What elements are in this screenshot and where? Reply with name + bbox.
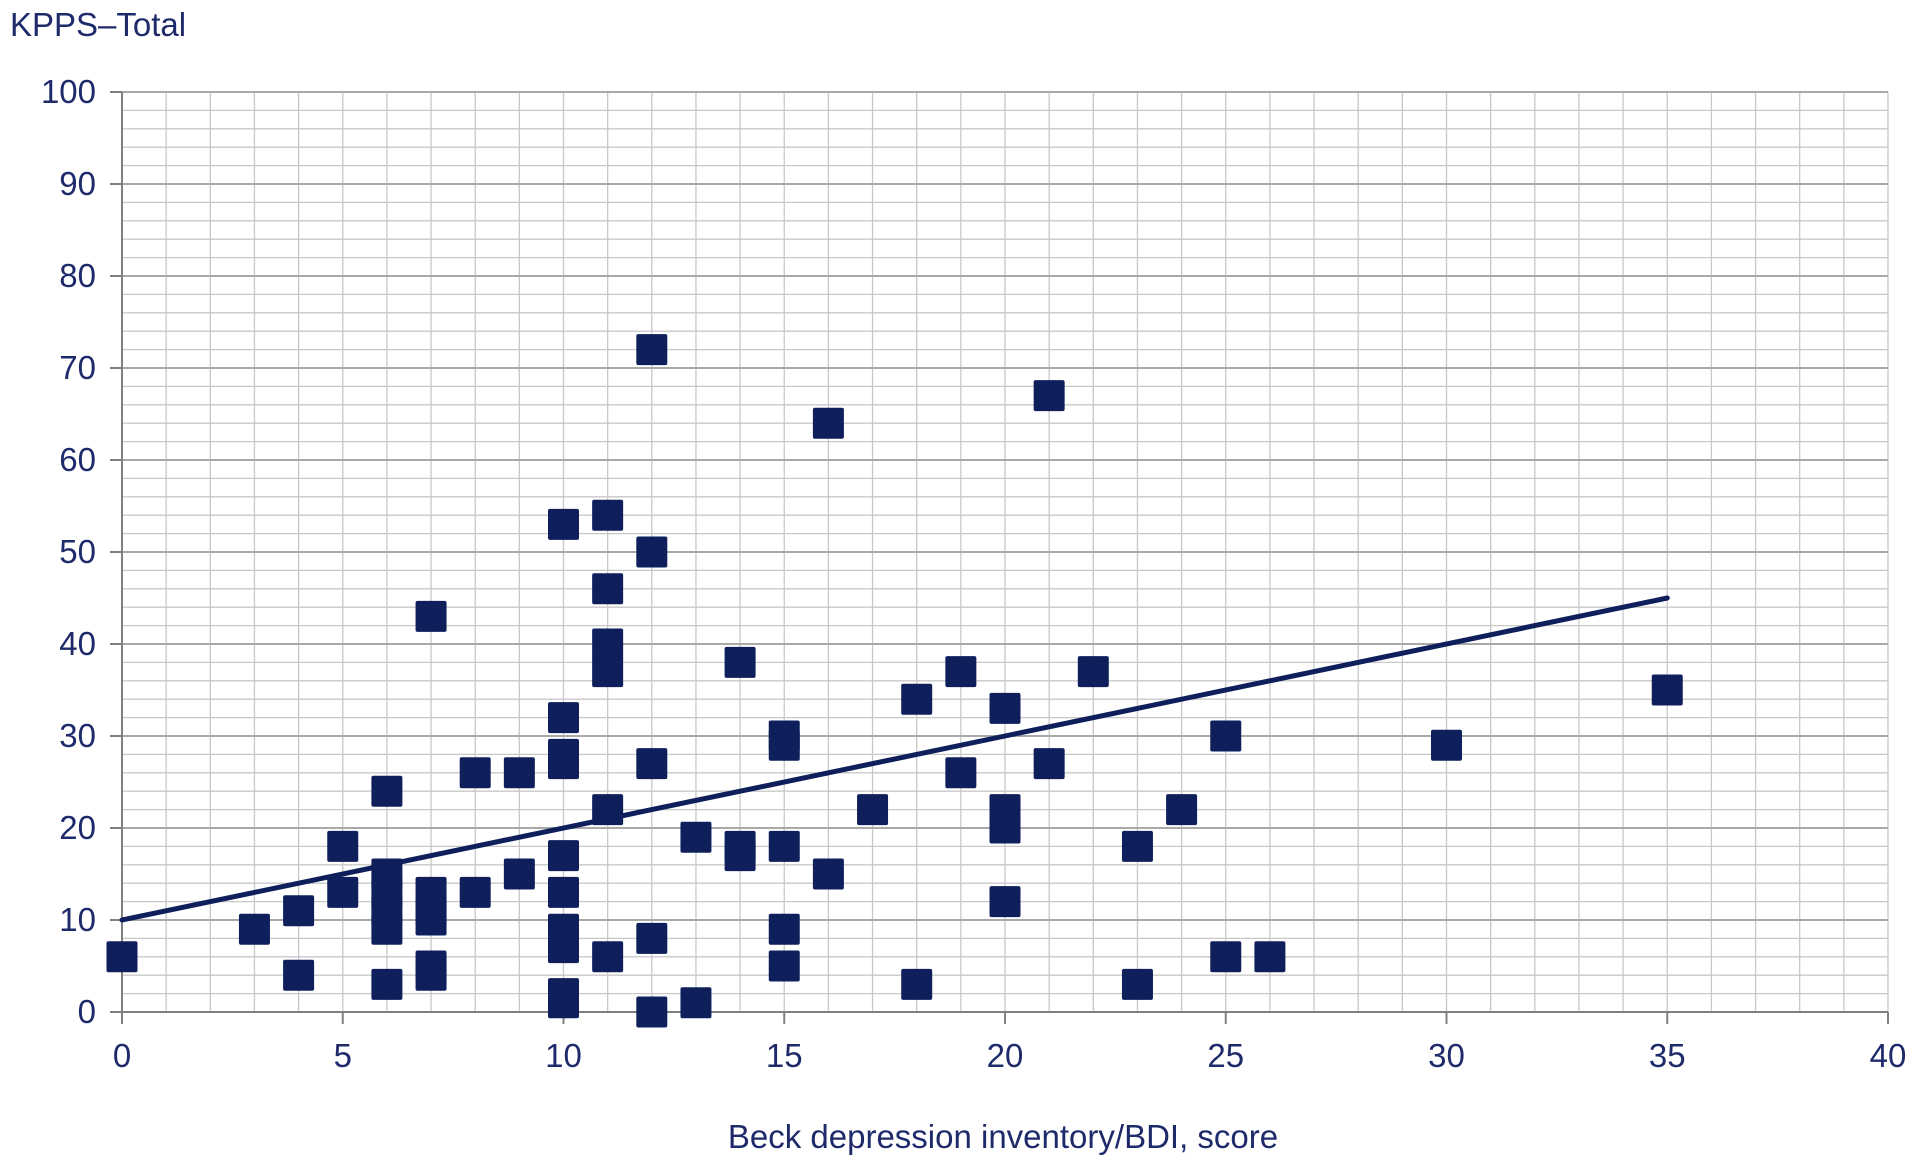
data-point [1033, 380, 1065, 412]
data-point [548, 702, 579, 734]
data-point [592, 499, 624, 531]
data-point [283, 895, 315, 927]
y-tick-label: 10 [59, 901, 96, 938]
x-axis-title: Beck depression inventory/BDI, score [728, 1118, 1278, 1155]
axes [110, 91, 1889, 1024]
data-point [415, 959, 447, 991]
data-point [238, 913, 270, 945]
data-point [768, 729, 800, 761]
data-point [1121, 968, 1153, 1000]
data-point [724, 646, 756, 678]
data-point [1431, 729, 1462, 761]
trendline [119, 595, 1670, 923]
data-point [327, 876, 359, 908]
trendline-group [119, 595, 1670, 923]
y-tick-label: 90 [59, 165, 96, 202]
data-point [503, 757, 535, 789]
y-tick-label: 0 [78, 993, 96, 1030]
data-point [1033, 748, 1065, 780]
data-point [283, 959, 315, 991]
y-tick-label: 20 [59, 809, 96, 846]
data-point [636, 922, 668, 954]
data-point [548, 508, 579, 540]
data-point [1254, 941, 1286, 973]
data-point [768, 950, 800, 982]
data-point [371, 775, 403, 807]
y-tick-label: 50 [59, 533, 96, 570]
data-point [945, 656, 977, 688]
data-point [548, 932, 579, 964]
data-point [415, 904, 447, 936]
y-tick-label: 40 [59, 625, 96, 662]
data-point [989, 692, 1021, 724]
data-point [548, 840, 579, 872]
data-point [768, 913, 800, 945]
data-point [1121, 830, 1153, 862]
data-point [636, 748, 668, 780]
x-tick-label: 10 [545, 1037, 582, 1074]
y-tick-label: 30 [59, 717, 96, 754]
data-points [106, 334, 1683, 1028]
data-point [371, 968, 403, 1000]
x-tick-label: 15 [766, 1037, 803, 1074]
x-tick-label: 35 [1649, 1037, 1686, 1074]
data-point [1166, 794, 1198, 826]
data-point [592, 941, 624, 973]
data-point [1210, 720, 1242, 752]
data-point [901, 683, 933, 715]
data-point [812, 407, 844, 439]
data-point [812, 858, 844, 890]
data-point [636, 334, 668, 366]
x-tick-label: 25 [1207, 1037, 1244, 1074]
data-point [901, 968, 933, 1000]
data-point [415, 600, 447, 632]
data-point [724, 840, 756, 872]
y-tick-labels: 0 10 20 30 40 50 60 70 80 90 100 [41, 73, 96, 1030]
data-point [680, 821, 712, 853]
y-tick-label: 80 [59, 257, 96, 294]
data-point [548, 876, 579, 908]
data-point [680, 987, 712, 1019]
data-point [636, 996, 668, 1028]
data-point [592, 656, 624, 688]
y-tick-label: 60 [59, 441, 96, 478]
data-point [636, 536, 668, 568]
data-point [989, 812, 1021, 844]
x-tick-label: 5 [334, 1037, 352, 1074]
data-point [327, 830, 359, 862]
y-tick-label: 70 [59, 349, 96, 386]
y-tick-label: 100 [41, 73, 96, 110]
data-point [503, 858, 535, 890]
x-tick-label: 40 [1870, 1037, 1907, 1074]
x-tick-label: 0 [113, 1037, 131, 1074]
data-point [548, 987, 579, 1019]
y-axis-title: KPPS–Total [10, 6, 186, 43]
data-point [592, 628, 624, 660]
data-point [768, 830, 800, 862]
data-point [371, 913, 403, 945]
data-point [459, 876, 491, 908]
data-point [1210, 941, 1242, 973]
data-point [1651, 674, 1683, 706]
data-point [548, 748, 579, 780]
x-tick-label: 30 [1428, 1037, 1465, 1074]
data-point [857, 794, 889, 826]
data-point [1077, 656, 1109, 688]
data-point [989, 886, 1021, 918]
data-point [459, 757, 491, 789]
data-point [945, 757, 977, 789]
data-point [106, 941, 138, 973]
data-point [592, 573, 624, 605]
x-tick-labels: 0 5 10 15 20 25 30 35 40 [113, 1037, 1907, 1074]
x-tick-label: 20 [987, 1037, 1024, 1074]
